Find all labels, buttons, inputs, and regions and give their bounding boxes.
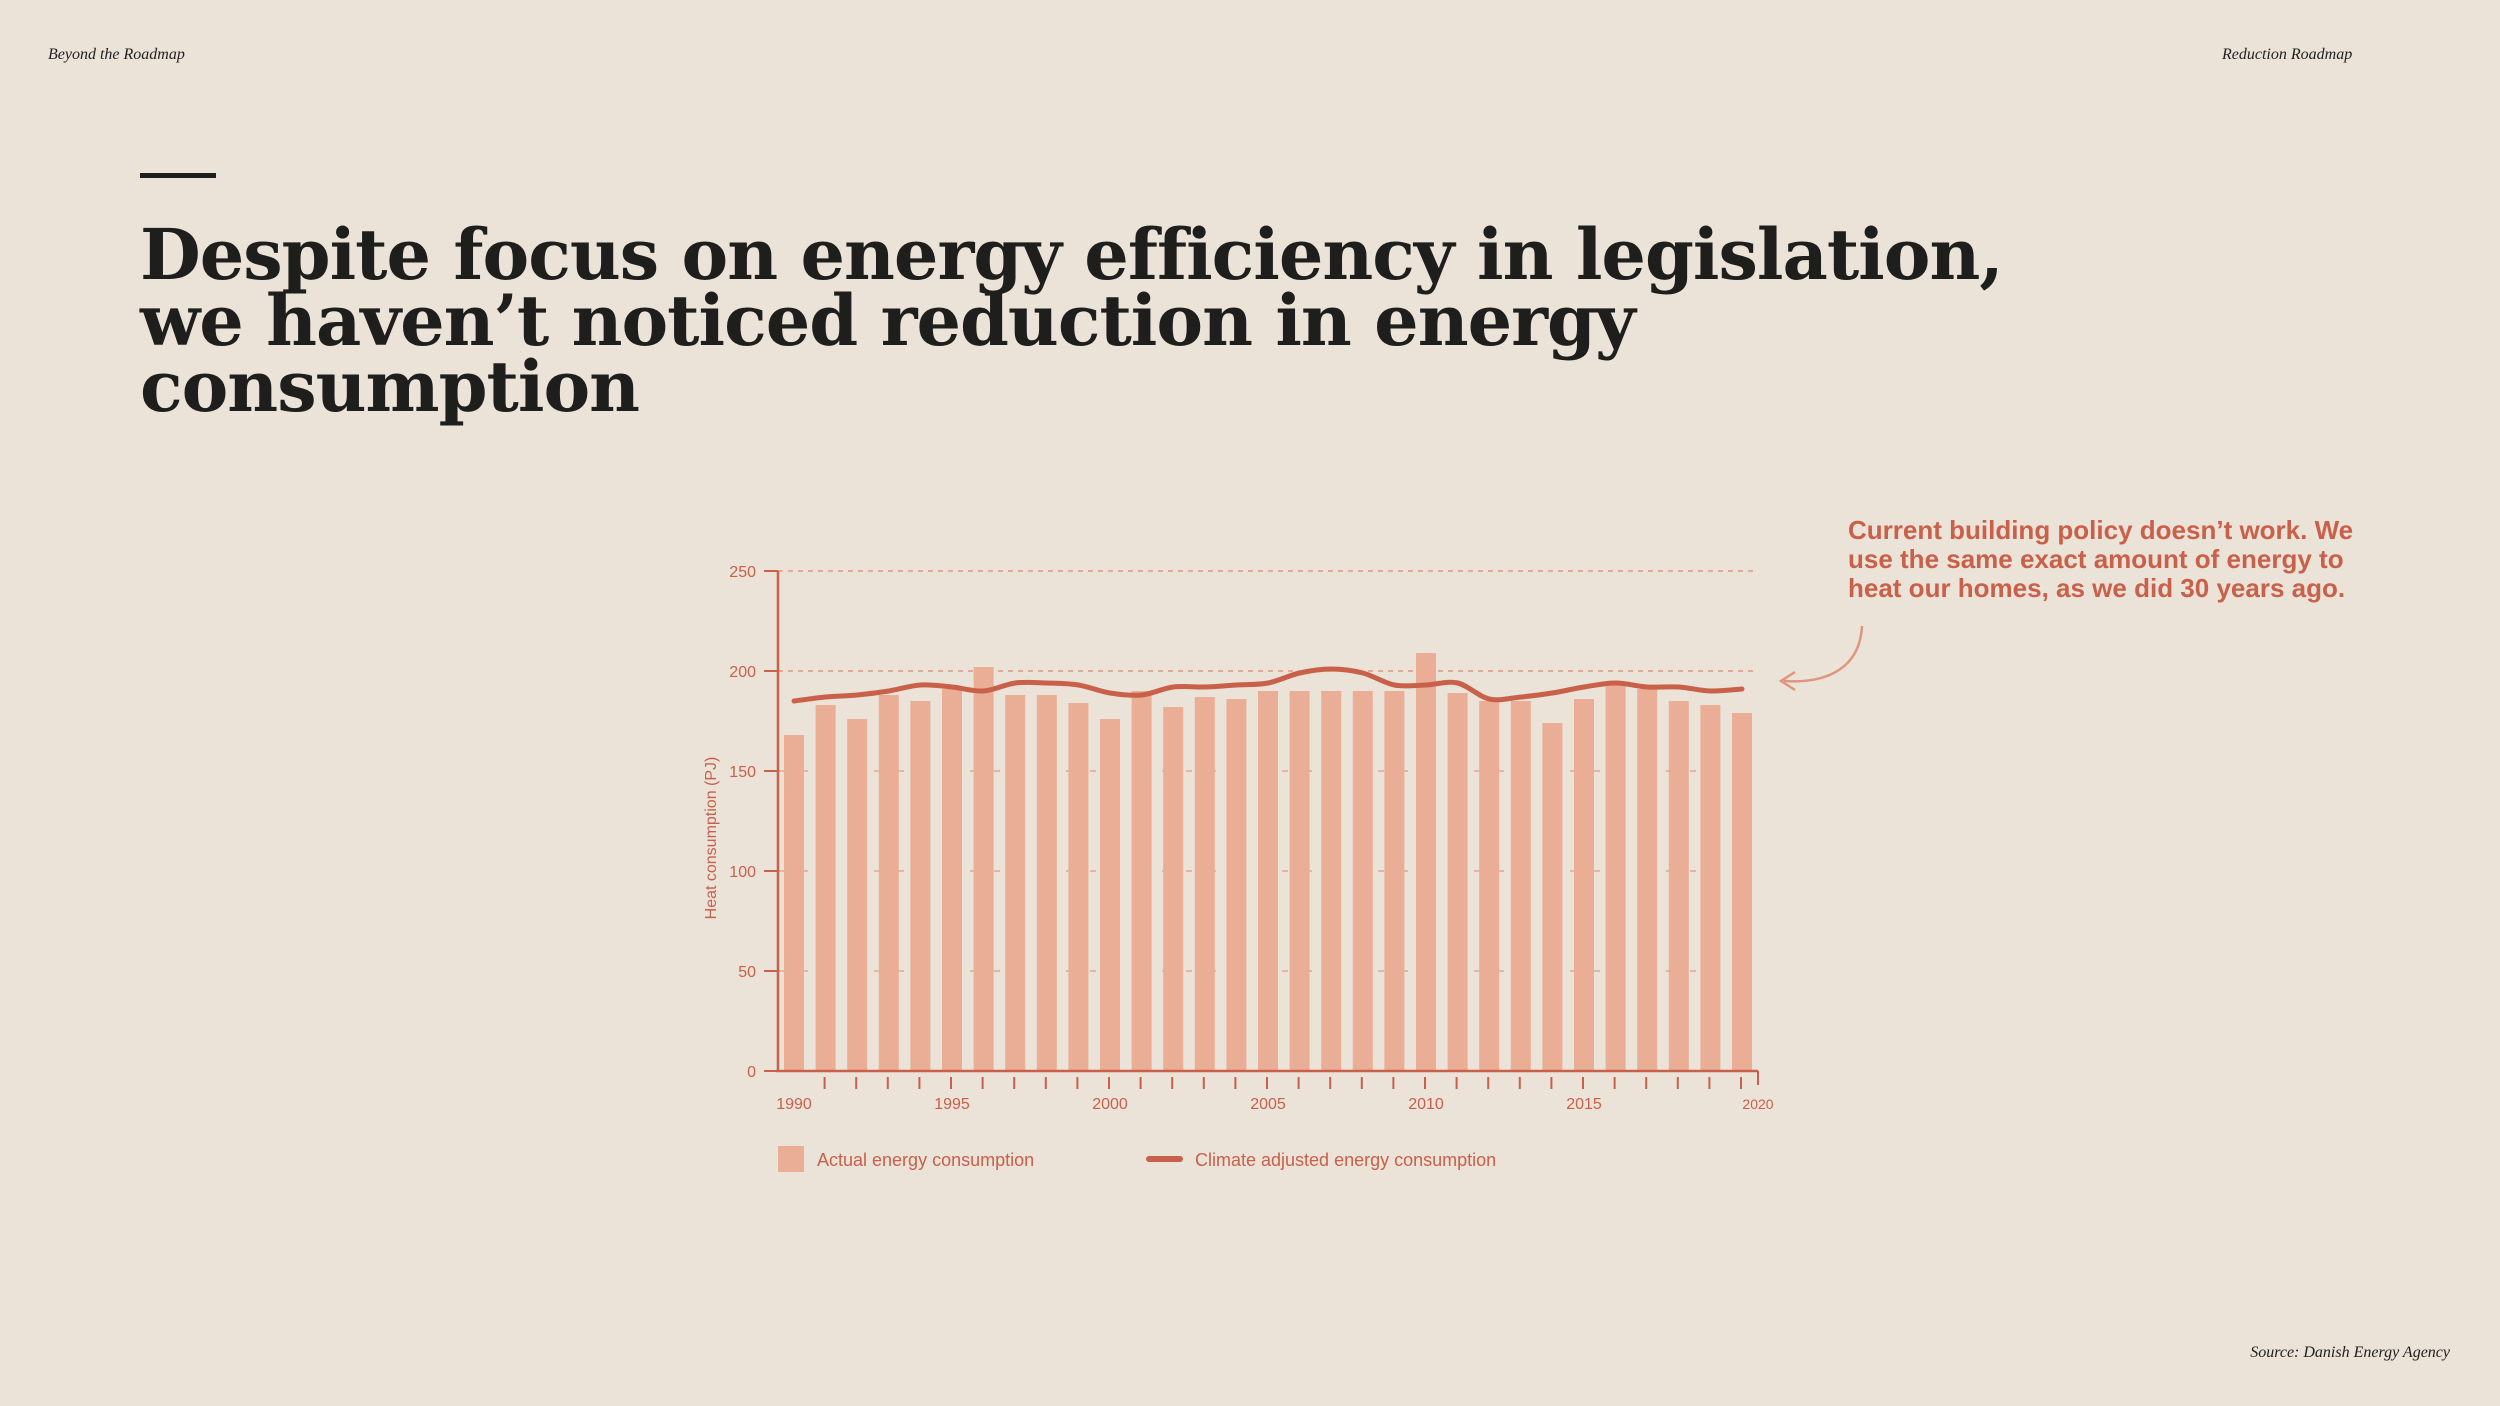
bar-2004 xyxy=(1226,699,1247,1071)
legend-bar-label: Actual energy consumption xyxy=(817,1150,1034,1170)
bar-2018 xyxy=(1668,701,1689,1071)
bar-1994 xyxy=(910,701,931,1071)
legend-line-label: Climate adjusted energy consumption xyxy=(1195,1150,1496,1170)
bar-2002 xyxy=(1163,707,1184,1071)
x-tick-label-2020: 2020 xyxy=(1742,1096,1773,1112)
bar-2014 xyxy=(1542,723,1563,1071)
bar-2009 xyxy=(1384,691,1405,1071)
bar-2011 xyxy=(1447,693,1468,1071)
chart-grid xyxy=(778,570,1758,972)
y-tick-label-0: 0 xyxy=(747,1064,756,1081)
line-climate-adjusted xyxy=(791,666,1745,704)
y-tick-label-100: 100 xyxy=(729,864,756,881)
bar-series xyxy=(784,653,1752,1071)
x-tick-label-2010: 2010 xyxy=(1408,1096,1444,1113)
bar-2013 xyxy=(1510,701,1531,1071)
bar-2017 xyxy=(1637,689,1658,1071)
bar-1999 xyxy=(1068,703,1089,1071)
annotation-arrow xyxy=(1783,625,1864,683)
bar-2007 xyxy=(1321,691,1342,1071)
bar-1998 xyxy=(1036,695,1057,1071)
bar-1990 xyxy=(784,735,804,1071)
legend-bar-swatch xyxy=(778,1146,804,1172)
y-tick-label-200: 200 xyxy=(729,664,756,681)
bar-2005 xyxy=(1258,691,1278,1071)
chart-axes: 0 50 100 150 200 250 1990 1995 2000 2005 2010 2015 2… xyxy=(729,564,1773,1113)
bar-2016 xyxy=(1605,685,1626,1071)
bar-2020 xyxy=(1732,713,1752,1071)
bar-1996 xyxy=(973,667,994,1071)
x-tick-label-2000: 2000 xyxy=(1092,1096,1128,1113)
x-tick-label-1995: 1995 xyxy=(934,1096,970,1113)
bar-2015 xyxy=(1574,699,1594,1071)
line-series xyxy=(791,666,1745,704)
y-tick-label-50: 50 xyxy=(738,964,756,981)
chart-legend: Actual energy consumption Climate adjust… xyxy=(778,1146,1496,1172)
x-tick-label-2005: 2005 xyxy=(1250,1096,1286,1113)
y-tick-label-150: 150 xyxy=(729,764,756,781)
chart-annotation: Current building policy doesn’t work. We… xyxy=(1848,515,2354,603)
title-rule xyxy=(140,173,216,178)
bar-1997 xyxy=(1005,695,1026,1071)
bar-2003 xyxy=(1194,697,1215,1071)
bar-2008 xyxy=(1352,691,1373,1071)
bar-2012 xyxy=(1479,701,1500,1071)
source-note: Source: Danish Energy Agency xyxy=(2250,1344,2450,1361)
header-right-label: Reduction Roadmap xyxy=(2222,46,2353,63)
bar-2001 xyxy=(1131,691,1152,1071)
bar-1993 xyxy=(878,695,899,1071)
bar-2006 xyxy=(1289,691,1310,1071)
bar-1991 xyxy=(815,705,836,1071)
header-left-label: Beyond the Roadmap xyxy=(48,46,185,63)
bar-2019 xyxy=(1700,705,1721,1071)
y-axis-title: Heat consumption (PJ) xyxy=(703,757,720,920)
page-title: Despite focus on energy efficiency in le… xyxy=(140,213,2004,428)
x-tick-label-2015: 2015 xyxy=(1566,1096,1602,1113)
y-tick-label-250: 250 xyxy=(729,564,756,581)
bar-2010 xyxy=(1416,653,1436,1071)
x-tick-label-1990: 1990 xyxy=(776,1096,812,1113)
bar-1992 xyxy=(847,719,868,1071)
bar-1995 xyxy=(942,689,962,1071)
bar-2000 xyxy=(1100,719,1120,1071)
annotation-arrowhead xyxy=(1778,670,1796,692)
